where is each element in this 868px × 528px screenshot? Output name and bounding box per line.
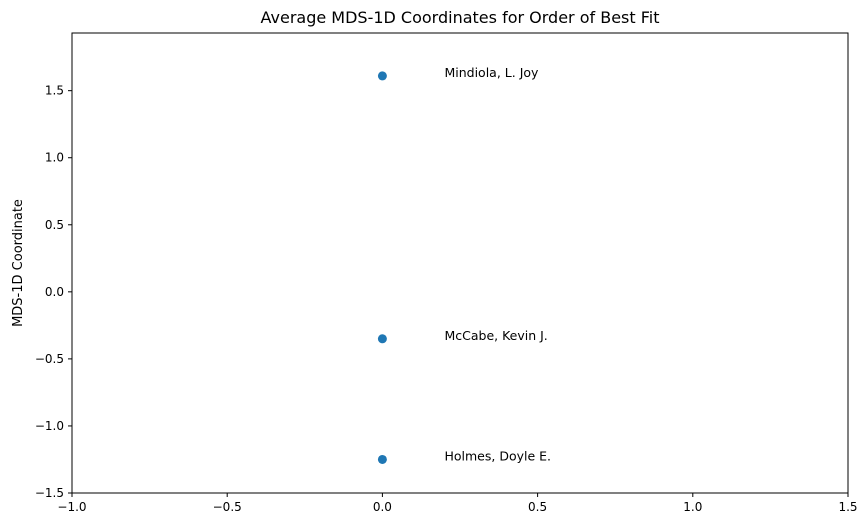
data-points [377, 71, 387, 464]
y-tick-label: −0.5 [35, 352, 64, 366]
y-tick-label: 0.5 [45, 218, 64, 232]
y-tick-label: −1.5 [35, 486, 64, 500]
y-tick-label: −1.0 [35, 419, 64, 433]
point-label: Holmes, Doyle E. [444, 448, 551, 463]
point-label: Mindiola, L. Joy [444, 65, 539, 80]
data-point [377, 71, 387, 81]
x-tick-label: −0.5 [213, 500, 242, 514]
plot-area-frame [71, 32, 849, 494]
y-tick-label: 1.0 [45, 151, 64, 165]
data-point [377, 454, 387, 464]
axis-ticks: −1.0 −0.5 0.0 0.5 1.0 1.5 1.5 1.0 0.5 0.0 −0.5 −1.0… [35, 84, 858, 514]
x-tick-label: 0.0 [373, 500, 392, 514]
x-tick-label: −1.0 [57, 500, 86, 514]
point-label: McCabe, Kevin J. [444, 328, 547, 343]
x-tick-label: 1.0 [683, 500, 702, 514]
x-tick-label: 1.5 [838, 500, 857, 514]
y-tick-label: 1.5 [45, 84, 64, 98]
point-annotations: Mindiola, L. Joy McCabe, Kevin J. Holmes, … [444, 65, 551, 464]
data-point [377, 334, 387, 344]
y-axis-label: MDS-1D Coordinate [11, 199, 26, 327]
x-tick-label: 0.5 [528, 500, 547, 514]
y-tick-label: 0.0 [45, 285, 64, 299]
chart-title: Average MDS-1D Coordinates for Order of … [261, 8, 660, 27]
